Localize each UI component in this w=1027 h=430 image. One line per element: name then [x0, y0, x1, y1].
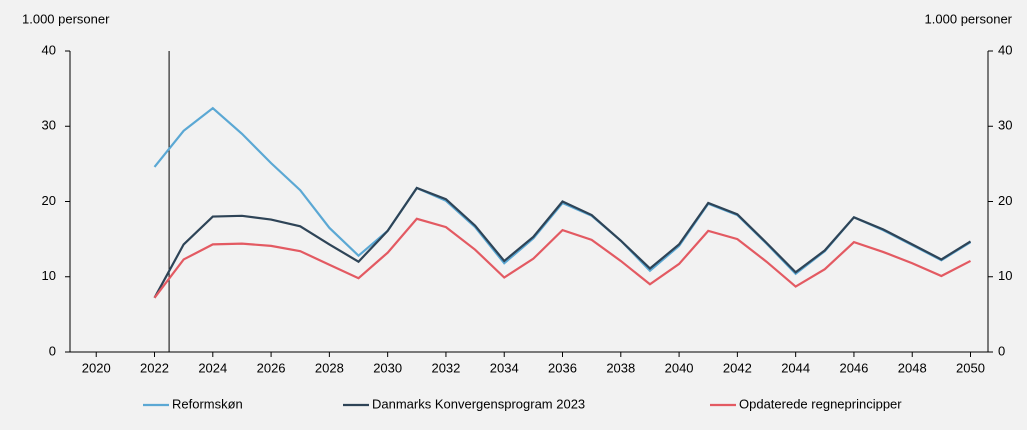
x-tick-label: 2036 — [548, 360, 577, 375]
legend-label: Danmarks Konvergensprogram 2023 — [372, 396, 585, 411]
y-tick-label: 40 — [42, 42, 56, 57]
y2-tick-label: 40 — [998, 42, 1012, 57]
x-tick-label: 2038 — [606, 360, 635, 375]
y-tick-label: 10 — [42, 268, 56, 283]
x-tick-label: 2044 — [781, 360, 810, 375]
y-axis-label: 1.000 personer — [22, 11, 110, 26]
x-tick-label: 2050 — [956, 360, 985, 375]
x-tick-label: 2026 — [257, 360, 286, 375]
x-tick-label: 2024 — [198, 360, 227, 375]
legend-label: Reformskøn — [172, 396, 243, 411]
y2-tick-label: 0 — [998, 343, 1005, 358]
x-tick-label: 2034 — [490, 360, 519, 375]
y2-tick-label: 30 — [998, 118, 1012, 133]
x-tick-label: 2032 — [431, 360, 460, 375]
line-series — [153, 186, 972, 299]
x-tick-label: 2028 — [315, 360, 344, 375]
x-tick-label: 2042 — [723, 360, 752, 375]
y2-axis-label: 1.000 personer — [925, 11, 1013, 26]
x-tick-label: 2020 — [82, 360, 111, 375]
legend-label: Opdaterede regneprincipper — [739, 396, 902, 411]
y2-tick-label: 20 — [998, 193, 1012, 208]
y-tick-label: 20 — [42, 193, 56, 208]
y-tick-label: 0 — [49, 343, 56, 358]
x-tick-label: 2048 — [898, 360, 927, 375]
y-tick-label: 30 — [42, 118, 56, 133]
line-series — [153, 217, 972, 299]
x-tick-label: 2046 — [839, 360, 868, 375]
x-tick-label: 2040 — [665, 360, 694, 375]
x-tick-label: 2022 — [140, 360, 169, 375]
x-tick-label: 2030 — [373, 360, 402, 375]
y2-tick-label: 10 — [998, 268, 1012, 283]
